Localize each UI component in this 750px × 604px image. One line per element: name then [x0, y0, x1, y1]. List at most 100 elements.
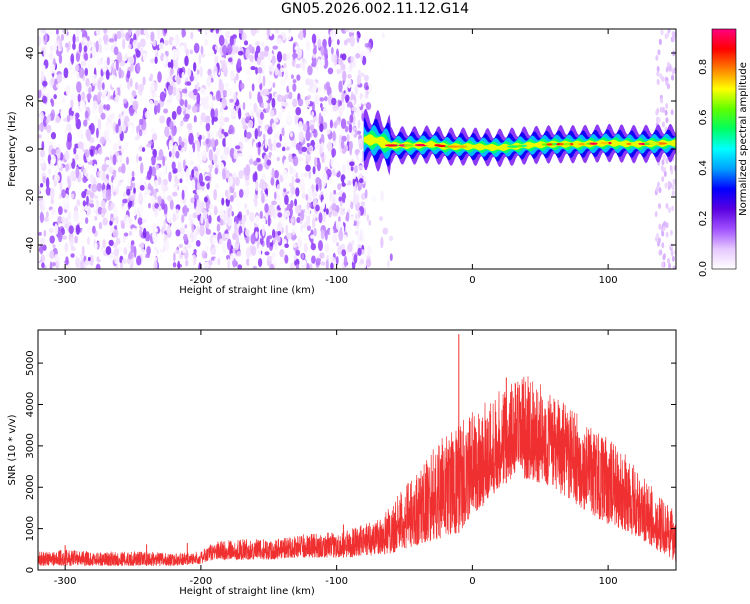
noise-cell	[77, 161, 84, 168]
noise-cell	[86, 93, 92, 100]
noise-cell	[295, 205, 301, 214]
noise-cell	[259, 127, 264, 132]
noise-cell	[171, 48, 178, 60]
noise-cell	[75, 166, 80, 179]
noise-cell	[250, 131, 256, 138]
noise-cell	[205, 138, 210, 145]
noise-cell	[273, 238, 276, 245]
noise-cell	[257, 91, 261, 104]
noise-cell	[291, 59, 296, 68]
noise-cell	[349, 61, 353, 70]
noise-cell	[154, 100, 159, 106]
noise-cell	[91, 183, 98, 193]
noise-cell	[128, 230, 133, 236]
noise-cell	[311, 255, 316, 264]
noise-cell	[43, 48, 49, 58]
noise-cell	[131, 206, 138, 216]
noise-cell	[663, 171, 667, 178]
noise-cell	[656, 181, 660, 188]
colorbar-label: Normalized spectral amplitude	[738, 62, 749, 216]
noise-cell	[189, 265, 196, 269]
signal-peak	[455, 145, 467, 148]
noise-cell	[112, 179, 116, 188]
noise-cell	[271, 251, 277, 258]
noise-cell	[150, 155, 156, 166]
noise-cell	[264, 124, 269, 132]
noise-cell	[179, 52, 184, 65]
noise-cell	[267, 235, 273, 240]
noise-cell	[112, 142, 118, 152]
noise-cell	[196, 131, 200, 138]
noise-cell	[87, 40, 93, 46]
noise-cell	[51, 148, 57, 155]
noise-cell	[288, 194, 294, 199]
noise-cell	[229, 35, 234, 46]
noise-cell	[88, 86, 92, 95]
noise-cell	[50, 45, 53, 52]
noise-cell	[214, 183, 219, 190]
noise-cell	[127, 120, 131, 127]
noise-cell	[354, 230, 360, 236]
noise-cell	[227, 207, 231, 218]
noise-cell	[248, 259, 253, 266]
noise-cell	[50, 98, 54, 104]
noise-cell	[66, 114, 71, 123]
noise-cell	[329, 227, 334, 238]
noise-cell	[112, 169, 116, 179]
noise-cell	[127, 253, 133, 260]
noise-cell	[40, 45, 47, 51]
noise-cell	[128, 44, 132, 50]
noise-cell	[305, 193, 309, 201]
noise-cell	[292, 168, 297, 177]
noise-cell	[50, 131, 57, 140]
noise-cell	[168, 93, 174, 101]
noise-cell	[112, 206, 118, 219]
noise-cell	[95, 40, 99, 53]
noise-cell	[133, 246, 137, 258]
noise-cell	[311, 57, 317, 68]
noise-cell	[82, 176, 88, 184]
noise-cell	[62, 198, 68, 210]
noise-cell	[209, 167, 213, 173]
noise-cell	[339, 100, 342, 107]
noise-cell	[114, 88, 118, 97]
noise-cell	[115, 238, 121, 245]
snr-ytick-label: 3000	[25, 433, 36, 458]
noise-cell	[125, 141, 129, 147]
noise-cell	[112, 229, 119, 238]
noise-cell	[347, 106, 351, 114]
noise-cell	[119, 62, 125, 67]
noise-cell	[111, 74, 117, 87]
noise-cell	[179, 45, 185, 54]
noise-cell	[128, 195, 135, 202]
noise-cell	[670, 242, 674, 249]
noise-cell	[57, 152, 61, 159]
noise-cell	[665, 231, 669, 238]
noise-cell	[279, 95, 286, 103]
noise-cell	[273, 139, 277, 152]
noise-cell	[179, 227, 186, 235]
noise-cell	[249, 54, 254, 63]
noise-cell	[122, 29, 127, 34]
noise-cell	[335, 255, 339, 265]
noise-cell	[151, 133, 158, 141]
noise-cell	[344, 29, 350, 33]
noise-cell	[269, 263, 275, 269]
noise-cell	[214, 71, 218, 81]
noise-cell	[155, 164, 160, 171]
noise-cell	[45, 187, 52, 196]
noise-cell	[306, 50, 311, 58]
noise-cell	[662, 254, 666, 261]
noise-cell	[191, 223, 195, 233]
noise-cell	[201, 135, 206, 140]
noise-cell	[260, 41, 265, 47]
noise-cell	[56, 83, 60, 88]
noise-cell	[347, 243, 353, 253]
snr-ytick-label: 2000	[25, 475, 36, 500]
noise-cell	[153, 104, 158, 115]
noise-cell	[332, 70, 337, 82]
spectrogram-ytick-label: -20	[25, 189, 36, 205]
noise-cell	[276, 194, 281, 201]
noise-cell	[254, 198, 258, 208]
